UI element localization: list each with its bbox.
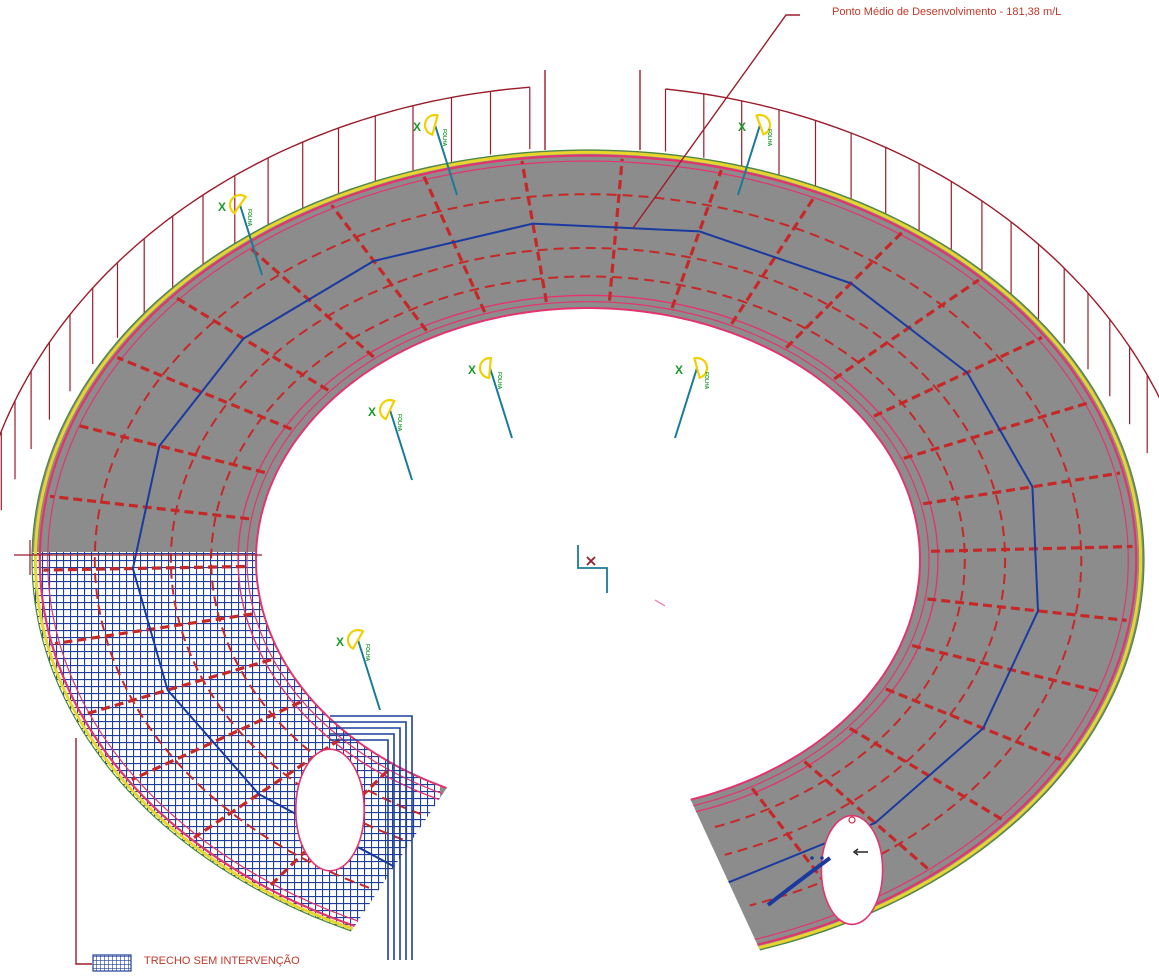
section-marker-3: X FOLHA: [368, 398, 413, 481]
section-marker-symbol: X: [218, 200, 226, 214]
section-marker-symbol: X: [336, 635, 344, 649]
section-marker-tag: FOLHA: [396, 414, 402, 432]
section-marker-tag: FOLHA: [766, 129, 772, 147]
section-marker-4: X FOLHA: [468, 356, 513, 439]
radial-joint-15: [607, 158, 624, 301]
section-marker-tag: FOLHA: [246, 209, 252, 227]
perimeter-ring-2: [38, 154, 1138, 946]
stair-opening-1: [820, 814, 884, 926]
perimeter-ring-3: [47, 160, 1129, 940]
concentric-joint-0: [210, 275, 966, 829]
radial-joint-7: [49, 494, 250, 521]
perimeter-outlines: [31, 149, 1145, 951]
radial-joint-24: [927, 597, 1127, 622]
section-marker-1: X FOLHA: [413, 113, 458, 196]
radial-joint-12: [330, 204, 428, 332]
section-marker-5: X FOLHA: [674, 356, 709, 439]
perimeter-ring-1: [33, 150, 1143, 950]
section-marker-symbol: X: [413, 120, 421, 134]
radial-joint-21: [903, 401, 1090, 460]
section-marker-symbol: X: [368, 405, 376, 419]
callout-leader-line: [632, 14, 800, 229]
section-marker-tag: FOLHA: [364, 644, 370, 662]
section-marker-tag: FOLHA: [441, 129, 447, 147]
legend-label: TRECHO SEM INTERVENÇÃO: [144, 955, 300, 967]
radial-joint-14: [520, 160, 548, 303]
legend-swatch: [92, 954, 132, 972]
section-marker-tag: FOLHA: [703, 372, 709, 390]
section-marker-2: X FOLHA: [737, 113, 772, 196]
section-marker-symbol: X: [738, 120, 746, 134]
section-marker-tag: FOLHA: [496, 372, 502, 390]
legend-leader-line: [75, 738, 92, 965]
section-marker-symbol: X: [468, 363, 476, 377]
section-marker-6: X FOLHA: [336, 628, 381, 711]
section-markers: X FOLHA X FOLHA X FOLHA X FOLHA X FOLHA X FOLHA X FOL…: [218, 113, 772, 711]
stray-mark: [654, 599, 666, 607]
section-marker-0: X FOLHA: [218, 193, 263, 276]
radial-joint-17: [730, 193, 818, 325]
stair-opening-0: [294, 748, 365, 872]
dashed-concentric-joints: [93, 193, 1083, 907]
section-marker-symbol: X: [675, 363, 683, 377]
center-axis-marker: [577, 545, 608, 593]
radial-joint-16: [670, 169, 723, 309]
right-opening-detail: [766, 816, 868, 907]
perimeter-ring-0: [31, 149, 1145, 951]
radial-joint-13: [422, 175, 487, 313]
perimeter-ring-6: [254, 307, 922, 801]
radial-joint-4: [84, 658, 272, 716]
stair-openings: [294, 748, 884, 926]
concentric-joint-1: [169, 247, 1007, 856]
callout-label: Ponto Médio de Desenvolvimento - 181,38 …: [832, 6, 1062, 18]
perimeter-ring-5: [246, 301, 930, 807]
stair-frame-lines: [330, 715, 413, 960]
blue-walkway-line: [131, 222, 1040, 884]
